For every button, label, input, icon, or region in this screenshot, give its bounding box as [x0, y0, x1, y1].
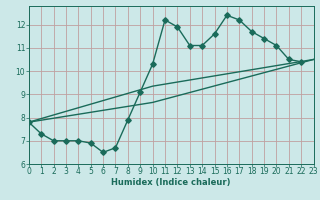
X-axis label: Humidex (Indice chaleur): Humidex (Indice chaleur): [111, 178, 231, 187]
